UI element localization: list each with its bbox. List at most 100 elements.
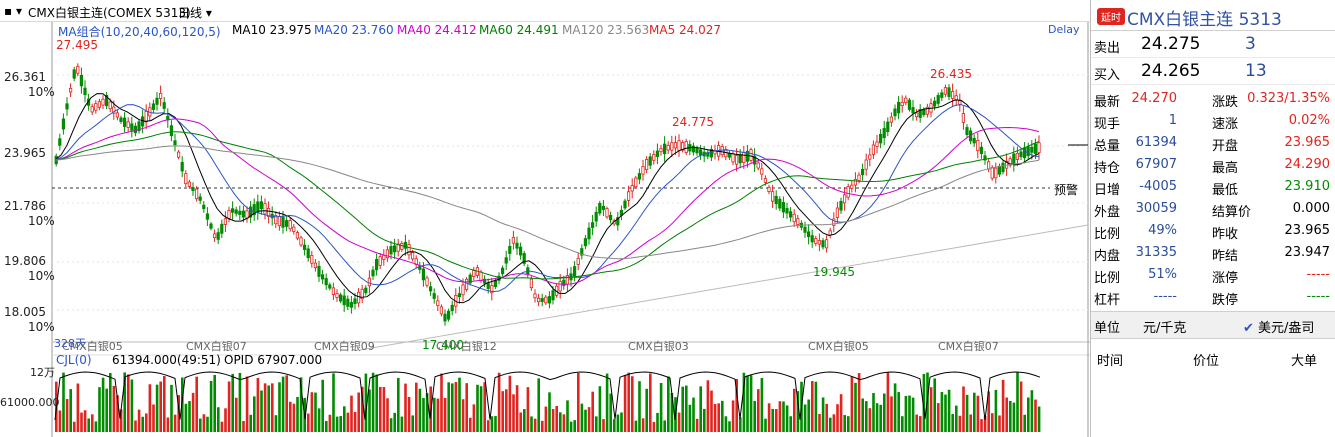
volume-bar bbox=[353, 411, 357, 432]
candle-body bbox=[252, 204, 256, 216]
currency-toggle[interactable]: ✔ 美元/盎司 bbox=[1243, 317, 1314, 336]
candle-body bbox=[616, 217, 620, 226]
candle-body bbox=[169, 125, 173, 137]
chart-panel[interactable]: ▪ ▾ CMX白银主连(COMEX 5313) 日线 ▾ MA组合(10,20,… bbox=[0, 0, 1090, 437]
candle-body bbox=[288, 220, 292, 230]
candle-body bbox=[112, 106, 116, 114]
volume-bar bbox=[411, 415, 414, 432]
volume-bar bbox=[994, 389, 998, 432]
volume-bar bbox=[206, 416, 209, 432]
volume-bar bbox=[843, 415, 846, 432]
volume-indicator-label[interactable]: CJL(0) bbox=[56, 353, 92, 367]
volume-bar bbox=[170, 384, 173, 432]
volume-bar bbox=[109, 373, 112, 432]
volume-bar bbox=[242, 421, 245, 432]
ask-row[interactable]: 卖出 24.275 3 bbox=[1091, 31, 1335, 58]
candle-body bbox=[547, 296, 552, 304]
volume-bar bbox=[62, 372, 65, 432]
volume-bar bbox=[159, 381, 162, 432]
candle-body bbox=[994, 167, 998, 179]
candle-body bbox=[79, 74, 83, 87]
volume-axis-top: 12万 bbox=[30, 366, 55, 379]
quote-field-value: 0.323/1.35% bbox=[1247, 91, 1330, 106]
volume-bar bbox=[523, 409, 526, 432]
candle-body bbox=[655, 150, 660, 157]
candle-body bbox=[450, 304, 454, 312]
candle-body bbox=[868, 154, 872, 160]
contract-label[interactable]: CMX白银主连(COMEX 5313) bbox=[28, 6, 191, 20]
kline-chart[interactable] bbox=[0, 0, 1090, 437]
quote-field-label: 日增 bbox=[1094, 183, 1121, 198]
candle-body bbox=[360, 288, 364, 300]
quote-field-label: 涨跌 bbox=[1212, 95, 1239, 110]
quote-field-label: 开盘 bbox=[1212, 139, 1239, 154]
candle-body bbox=[756, 162, 760, 169]
candle-body bbox=[72, 69, 76, 79]
candle-body bbox=[119, 117, 123, 122]
ma-group-label[interactable]: MA组合(10,20,40,60,120,5) bbox=[58, 25, 221, 39]
period-label: 日线 bbox=[178, 6, 203, 20]
volume-bar bbox=[933, 378, 936, 432]
candle-body bbox=[839, 200, 843, 211]
volume-bar bbox=[731, 400, 735, 432]
candle-body bbox=[871, 144, 876, 155]
candle-body bbox=[961, 113, 966, 123]
quote-field-label: 总量 bbox=[1094, 139, 1121, 154]
candle-body bbox=[410, 252, 415, 260]
volume-bar bbox=[962, 386, 965, 432]
volume-bar bbox=[559, 412, 562, 432]
volume-bar bbox=[951, 414, 954, 432]
volume-bar bbox=[267, 385, 270, 432]
volume-bar bbox=[530, 416, 533, 432]
candle-body bbox=[176, 151, 181, 158]
volume-bar bbox=[555, 406, 558, 432]
candle-body bbox=[673, 142, 678, 149]
candle-body bbox=[97, 101, 101, 108]
candle-body bbox=[220, 223, 224, 234]
volume-bar bbox=[861, 398, 864, 432]
volume-bar bbox=[713, 404, 717, 432]
candle-body bbox=[396, 243, 400, 252]
low-annotation: 17.400 bbox=[422, 338, 464, 352]
x-axis-label: CMX白银05 bbox=[62, 340, 123, 353]
candle-body bbox=[695, 148, 699, 154]
volume-bar bbox=[631, 376, 634, 432]
bid-row[interactable]: 买入 24.265 13 bbox=[1091, 58, 1335, 85]
volume-bar bbox=[1012, 402, 1016, 432]
volume-bar bbox=[148, 384, 152, 432]
candle-body bbox=[580, 248, 584, 256]
volume-bar bbox=[469, 417, 472, 432]
bid-label: 买入 bbox=[1094, 68, 1121, 83]
alert-label[interactable]: 预警 bbox=[1054, 183, 1079, 197]
volume-bar bbox=[321, 379, 324, 432]
quote-row: 比例 49% 昨收 23.965 bbox=[1091, 219, 1335, 242]
y-price-label: 26.361 bbox=[4, 70, 46, 84]
volume-bar bbox=[825, 403, 828, 432]
candle-body bbox=[663, 143, 667, 155]
candle-body bbox=[825, 239, 829, 249]
toolbar-menu-icon[interactable]: ▪ ▾ bbox=[4, 4, 22, 18]
volume-bar bbox=[544, 406, 548, 432]
candle-body bbox=[436, 300, 440, 306]
volume-bar bbox=[443, 398, 447, 432]
candle-body bbox=[1015, 152, 1020, 160]
volume-bar bbox=[73, 421, 76, 432]
volume-bar bbox=[512, 394, 515, 432]
candle-body bbox=[508, 245, 512, 254]
volume-bar bbox=[515, 385, 519, 432]
delay-badge: 延时 bbox=[1097, 8, 1125, 25]
candle-body bbox=[1037, 142, 1041, 153]
candle-body bbox=[346, 298, 350, 307]
candle-body bbox=[907, 99, 912, 110]
candle-body bbox=[202, 204, 206, 210]
volume-bar bbox=[191, 392, 195, 432]
open-interest-line bbox=[54, 371, 1041, 421]
period-selector[interactable]: 日线 ▾ bbox=[178, 4, 212, 21]
candle-body bbox=[562, 279, 566, 286]
quote-field-label: 最低 bbox=[1212, 183, 1239, 198]
volume-bar bbox=[137, 409, 141, 432]
volume-bar bbox=[343, 406, 346, 432]
candle-body bbox=[342, 295, 346, 306]
candle-body bbox=[832, 218, 836, 226]
volume-bar bbox=[976, 395, 980, 432]
